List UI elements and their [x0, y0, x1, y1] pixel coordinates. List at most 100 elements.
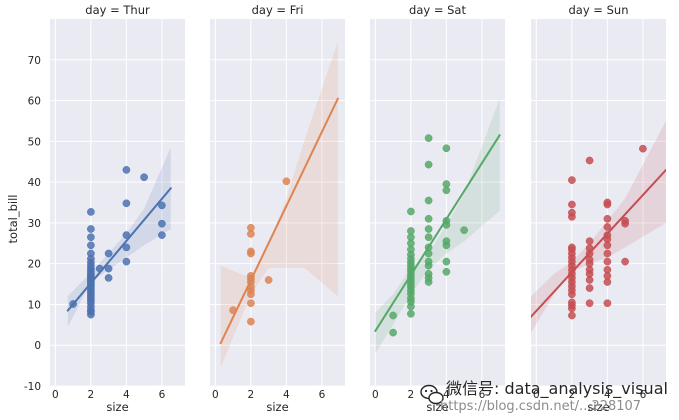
y-tick-label: -10 — [24, 381, 41, 393]
data-point — [158, 231, 166, 239]
data-point — [585, 284, 594, 292]
regression-line — [531, 168, 666, 318]
panel-title: day = Sat — [409, 3, 466, 17]
y-tick-label: 40 — [28, 177, 41, 189]
data-point — [247, 317, 255, 326]
facet-panel-4: day = Sun 0 2 4 6 size — [531, 3, 666, 414]
panel-title: day = Sun — [569, 3, 629, 17]
x-tick-label: 4 — [443, 389, 450, 401]
data-point — [424, 257, 433, 266]
plot-background — [210, 19, 345, 386]
y-tick-label: 70 — [28, 55, 41, 67]
data-point — [87, 208, 95, 216]
data-point — [585, 156, 594, 165]
data-point — [104, 274, 113, 282]
data-point — [424, 134, 433, 142]
data-point — [639, 144, 647, 153]
data-point — [442, 267, 451, 276]
y-tick-label: 30 — [28, 218, 41, 230]
data-point — [424, 214, 433, 223]
data-point — [87, 225, 95, 233]
watermark-url: https://blog.csdn.net/...228107 — [440, 399, 641, 414]
data-point — [424, 160, 433, 169]
data-point — [603, 223, 612, 231]
data-point — [122, 166, 131, 174]
data-point — [158, 201, 166, 210]
x-tick-label: 4 — [283, 389, 290, 401]
panel-title: day = Thur — [85, 3, 150, 17]
data-point — [603, 265, 612, 274]
panel-title: day = Fri — [252, 3, 304, 17]
x-axis-label: size — [587, 400, 609, 414]
data-point — [442, 257, 451, 266]
confidence-band — [67, 147, 171, 327]
data-point — [389, 328, 397, 337]
y-tick-label: 10 — [28, 299, 41, 311]
data-point — [407, 227, 415, 235]
regression-line — [374, 134, 501, 332]
x-tick-label: 0 — [372, 389, 379, 401]
y-tick-label: 20 — [28, 259, 41, 271]
data-point — [603, 198, 612, 207]
data-point — [87, 249, 95, 258]
data-point — [122, 231, 131, 239]
data-point — [460, 226, 468, 235]
confidence-band — [375, 98, 500, 354]
x-tick-label: 2 — [88, 389, 95, 401]
data-point — [87, 233, 95, 242]
x-axis-label: size — [106, 400, 128, 414]
wechat-icon — [420, 384, 444, 405]
data-point — [282, 177, 291, 186]
y-tick-label: 0 — [34, 340, 41, 352]
data-point — [247, 247, 255, 256]
y-tick-label: 60 — [28, 96, 41, 108]
x-tick-label: 6 — [319, 389, 326, 401]
data-point — [442, 237, 451, 246]
data-point — [122, 199, 131, 208]
data-point — [247, 299, 255, 308]
data-point — [585, 299, 594, 308]
data-point — [122, 243, 131, 252]
y-axis-label: total_bill — [6, 195, 20, 244]
watermark: 微信号: data_analysis_visual https://blog.c… — [420, 379, 668, 414]
x-tick-label: 2 — [569, 389, 576, 401]
data-point — [407, 309, 415, 318]
y-tick-label: 50 — [28, 136, 41, 148]
x-tick-label: 6 — [479, 389, 486, 401]
x-tick-label: 2 — [408, 389, 415, 401]
plot-background — [531, 19, 666, 386]
plot-background — [370, 19, 505, 386]
data-point — [568, 298, 576, 307]
facet-panel-3: day = Sat 0 2 4 6 size — [370, 3, 505, 414]
data-point — [568, 243, 576, 252]
data-point — [568, 176, 576, 184]
data-point — [264, 276, 273, 284]
data-point — [621, 257, 629, 266]
data-point — [407, 207, 415, 216]
x-axis-label: size — [266, 400, 288, 414]
data-point — [603, 299, 612, 308]
regression-line — [219, 97, 339, 345]
data-point — [424, 196, 433, 205]
x-tick-label: 0 — [212, 389, 219, 401]
data-point — [442, 180, 451, 188]
data-point — [603, 257, 612, 266]
data-point — [585, 237, 594, 246]
data-point — [87, 241, 95, 250]
x-tick-label: 6 — [159, 389, 166, 401]
x-axis-label: size — [426, 400, 448, 414]
x-tick-label: 6 — [640, 389, 647, 401]
data-point — [424, 270, 433, 278]
data-point — [424, 233, 433, 242]
data-point — [140, 173, 148, 182]
regression-line — [66, 187, 172, 312]
data-point — [603, 249, 612, 258]
data-point — [104, 249, 113, 258]
x-tick-label: 4 — [604, 389, 611, 401]
facet-panel-1: day = Thur 0 2 4 6 size — [50, 3, 185, 414]
data-point — [104, 264, 113, 273]
data-point — [568, 208, 576, 217]
x-tick-label: 4 — [123, 389, 130, 401]
